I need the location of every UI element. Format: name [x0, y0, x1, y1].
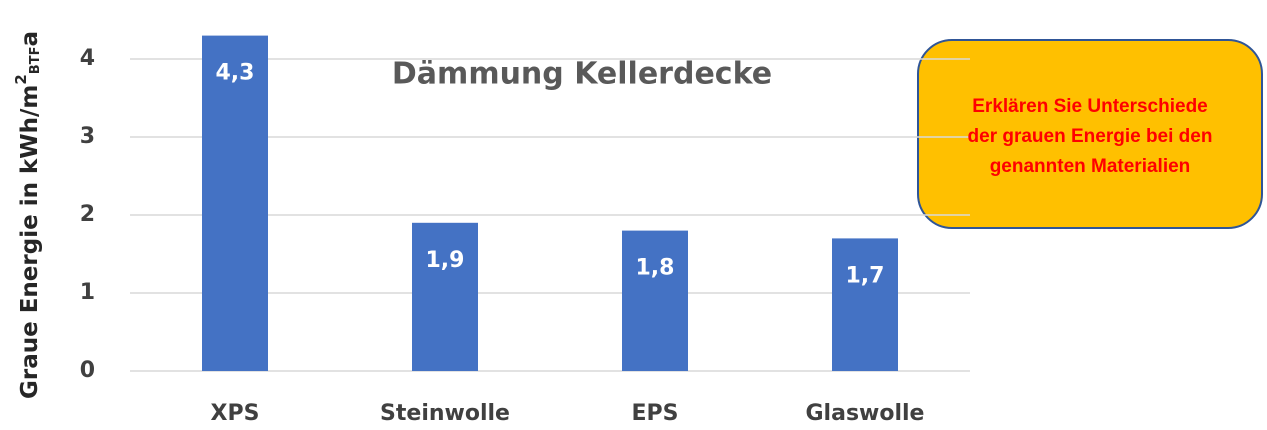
bar: [412, 222, 478, 371]
y-tick-label: 0: [80, 358, 95, 383]
note-text: Erklären Sie Unterschiede: [972, 96, 1208, 117]
note-text: genannten Materialien: [990, 156, 1191, 177]
y-axis-label: Graue Energie in kWh/m2BTFa: [12, 31, 43, 399]
y-tick-label: 4: [80, 46, 95, 71]
y-label-sub: BTF: [28, 47, 43, 75]
y-label-sup: 2: [12, 74, 30, 84]
x-tick-label: Steinwolle: [380, 401, 510, 426]
bar: [622, 230, 688, 371]
y-tick-label: 1: [80, 280, 95, 305]
note-box: [917, 39, 1263, 229]
x-tick-label: EPS: [632, 401, 679, 426]
value-label: 1,8: [636, 256, 675, 281]
bar: [202, 35, 268, 371]
bar: [832, 238, 898, 371]
y-tick-label: 3: [80, 124, 95, 149]
y-tick-label: 2: [80, 202, 95, 227]
note-text: der grauen Energie bei den: [968, 126, 1213, 147]
x-tick-label: Glaswolle: [806, 401, 925, 426]
y-label-main: Graue Energie in kWh/m: [17, 85, 43, 399]
x-tick-label: XPS: [211, 401, 260, 426]
chart-title: Dämmung Kellerdecke: [392, 57, 772, 92]
y-label-end: a: [17, 31, 43, 47]
value-label: 1,9: [426, 248, 465, 273]
value-label: 4,3: [216, 61, 255, 86]
value-label: 1,7: [846, 263, 885, 288]
